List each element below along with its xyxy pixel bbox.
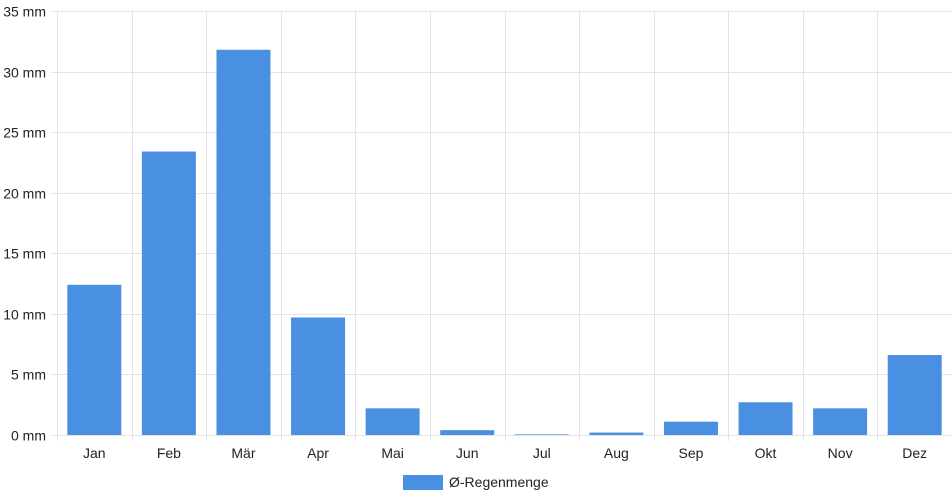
bar[interactable] <box>589 432 644 435</box>
x-tick-label: Jun <box>456 445 479 461</box>
x-tick-label: Jul <box>533 445 551 461</box>
x-tick-label: Dez <box>902 445 927 461</box>
y-tick-label: 30 mm <box>3 65 46 81</box>
x-tick-label: Aug <box>604 445 629 461</box>
x-tick-label: Feb <box>157 445 181 461</box>
y-tick-label: 0 mm <box>11 428 46 444</box>
y-tick-label: 20 mm <box>3 186 46 202</box>
grid <box>51 11 952 441</box>
bar[interactable] <box>141 151 196 436</box>
legend-label: Ø-Regenmenge <box>449 474 549 490</box>
bar[interactable] <box>440 430 495 435</box>
bar[interactable] <box>813 408 868 435</box>
y-tick-label: 35 mm <box>3 4 46 20</box>
bar[interactable] <box>514 434 569 435</box>
x-tick-label: Nov <box>828 445 853 461</box>
bar[interactable] <box>67 284 122 435</box>
y-axis: 0 mm 5 mm 10 mm 15 mm 20 mm 25 mm 30 mm 35 mm <box>3 4 46 444</box>
bar[interactable] <box>365 408 420 435</box>
legend[interactable]: Ø-Regenmenge <box>403 474 549 490</box>
x-tick-label: Apr <box>307 445 329 461</box>
x-tick-label: Sep <box>678 445 703 461</box>
y-tick-label: 5 mm <box>11 367 46 383</box>
y-tick-label: 15 mm <box>3 246 46 262</box>
bar[interactable] <box>663 421 718 435</box>
x-tick-label: Okt <box>755 445 777 461</box>
legend-swatch <box>403 475 443 490</box>
x-tick-label: Mär <box>231 445 255 461</box>
bar[interactable] <box>291 317 346 435</box>
bars <box>67 49 942 436</box>
bar[interactable] <box>216 49 271 435</box>
x-tick-label: Jan <box>83 445 106 461</box>
y-tick-label: 25 mm <box>3 125 46 141</box>
bar[interactable] <box>738 402 793 435</box>
bar[interactable] <box>887 355 942 435</box>
x-tick-label: Mai <box>381 445 404 461</box>
x-axis: Jan Feb Mär Apr Mai Jun Jul Aug Sep Okt Nov Dez <box>83 445 927 461</box>
y-tick-label: 10 mm <box>3 307 46 323</box>
